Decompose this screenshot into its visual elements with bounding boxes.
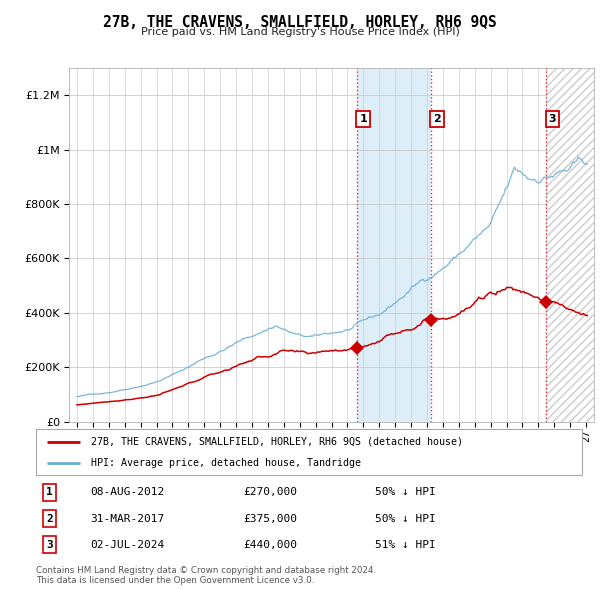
- Text: £375,000: £375,000: [244, 513, 298, 523]
- Text: 2: 2: [46, 513, 53, 523]
- Text: 3: 3: [46, 540, 53, 550]
- Text: 1: 1: [46, 487, 53, 497]
- Text: 02-JUL-2024: 02-JUL-2024: [91, 540, 165, 550]
- Text: 1: 1: [359, 114, 367, 124]
- Text: 08-AUG-2012: 08-AUG-2012: [91, 487, 165, 497]
- Text: HPI: Average price, detached house, Tandridge: HPI: Average price, detached house, Tand…: [91, 458, 361, 468]
- Text: 2: 2: [433, 114, 441, 124]
- Text: 27B, THE CRAVENS, SMALLFIELD, HORLEY, RH6 9QS: 27B, THE CRAVENS, SMALLFIELD, HORLEY, RH…: [103, 15, 497, 30]
- Text: 50% ↓ HPI: 50% ↓ HPI: [374, 487, 435, 497]
- FancyBboxPatch shape: [36, 429, 582, 475]
- Text: 27B, THE CRAVENS, SMALLFIELD, HORLEY, RH6 9QS (detached house): 27B, THE CRAVENS, SMALLFIELD, HORLEY, RH…: [91, 437, 463, 447]
- Text: 3: 3: [548, 114, 556, 124]
- Text: Contains HM Land Registry data © Crown copyright and database right 2024.
This d: Contains HM Land Registry data © Crown c…: [36, 566, 376, 585]
- Bar: [546, 68, 594, 422]
- Text: £270,000: £270,000: [244, 487, 298, 497]
- Bar: [357, 68, 431, 422]
- Text: 51% ↓ HPI: 51% ↓ HPI: [374, 540, 435, 550]
- Bar: [546, 68, 594, 422]
- Text: £440,000: £440,000: [244, 540, 298, 550]
- Text: 31-MAR-2017: 31-MAR-2017: [91, 513, 165, 523]
- Text: 50% ↓ HPI: 50% ↓ HPI: [374, 513, 435, 523]
- Text: Price paid vs. HM Land Registry's House Price Index (HPI): Price paid vs. HM Land Registry's House …: [140, 27, 460, 37]
